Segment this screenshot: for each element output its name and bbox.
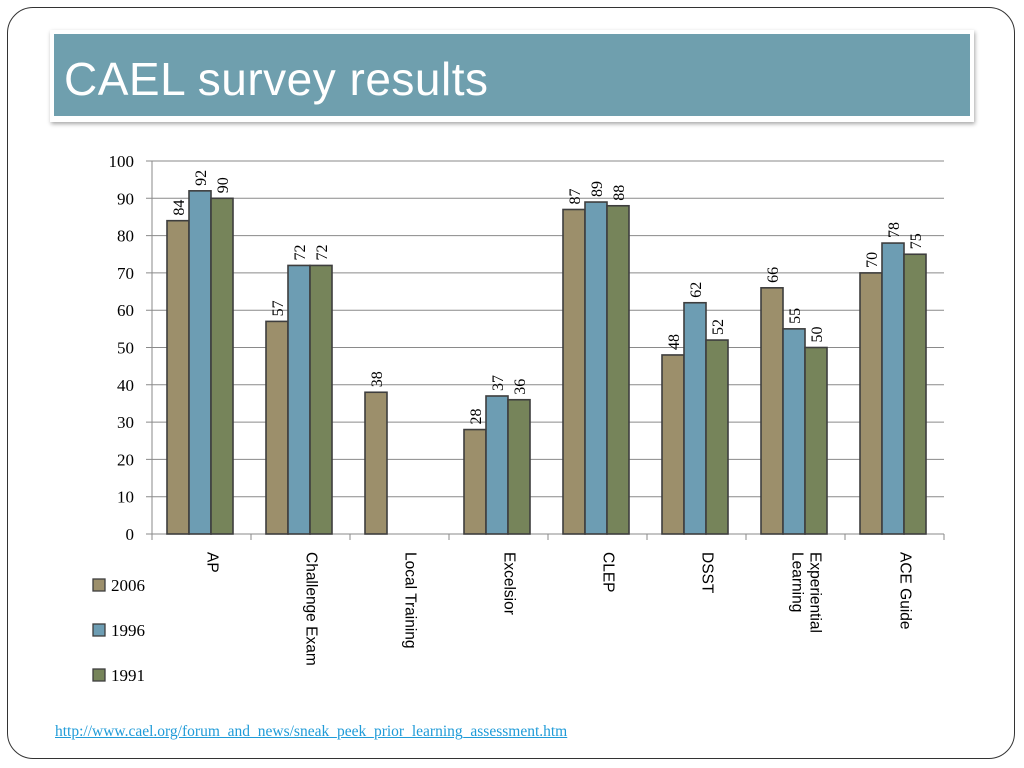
y-tick-label: 10 [117,488,134,507]
data-label: 87 [567,188,584,204]
data-label: 84 [171,200,188,216]
bar [661,354,685,535]
bar [760,287,784,535]
bar [287,264,311,535]
title-bar: CAEL survey results [50,30,974,122]
bar [606,204,630,535]
data-label: 72 [292,244,309,260]
y-tick-label: 70 [117,264,134,283]
category-label: DSST [699,552,716,594]
bar [188,190,212,535]
bar [309,264,333,535]
data-label: 52 [710,319,727,335]
category-label: Challenge Exam [303,552,320,666]
data-label: 70 [864,252,881,268]
bar [485,395,509,535]
page-title: CAEL survey results [64,53,489,105]
category-label: ACE Guide [897,552,914,630]
bar [210,197,234,535]
data-label: 72 [314,244,331,260]
data-label: 78 [886,222,903,238]
data-label: 75 [908,233,925,249]
data-label: 38 [369,371,386,387]
bar [507,398,531,535]
bar [265,320,289,535]
legend-label: 1991 [111,666,145,685]
y-tick-label: 50 [117,339,134,358]
data-label: 89 [589,181,606,197]
y-tick-label: 20 [117,450,134,469]
legend-label: 1996 [111,621,145,640]
data-label: 37 [490,375,507,391]
data-label: 28 [468,409,485,425]
bar [562,208,586,535]
data-label: 66 [765,267,782,283]
category-label: Local Training [402,552,419,649]
legend-label: 2006 [111,576,145,595]
category-label: Experiential [807,552,824,633]
y-tick-label: 40 [117,376,134,395]
y-tick-label: 100 [109,152,135,171]
bar [782,328,806,535]
y-tick-label: 90 [117,189,134,208]
source-link[interactable]: http://www.cael.org/forum_and_news/sneak… [55,723,568,740]
bar [683,301,707,535]
data-label: 90 [215,177,232,193]
bar [859,272,883,535]
data-label: 88 [611,185,628,201]
data-label: 57 [270,300,287,316]
category-label: Learning [789,552,806,612]
legend-swatch [92,623,106,637]
category-label: CLEP [600,552,617,593]
legend-swatch [92,668,106,682]
y-tick-label: 60 [117,301,134,320]
bar [881,242,905,535]
bar [584,201,608,535]
y-tick-label: 80 [117,227,134,246]
category-label: AP [204,552,221,573]
bar [804,346,828,535]
legend-swatch [92,578,106,592]
category-label: Excelsior [501,552,518,615]
data-label: 62 [688,282,705,298]
bar [364,391,388,535]
data-label: 50 [809,327,826,343]
data-label: 36 [512,379,529,395]
data-label: 92 [193,170,210,186]
y-tick-label: 30 [117,413,134,432]
y-tick-label: 0 [126,525,135,544]
data-label: 55 [787,308,804,324]
bar [463,428,487,535]
bar [166,219,190,535]
bar [903,253,927,535]
title-background: CAEL survey results [54,34,970,116]
bar [705,339,729,535]
data-label: 48 [666,334,683,350]
